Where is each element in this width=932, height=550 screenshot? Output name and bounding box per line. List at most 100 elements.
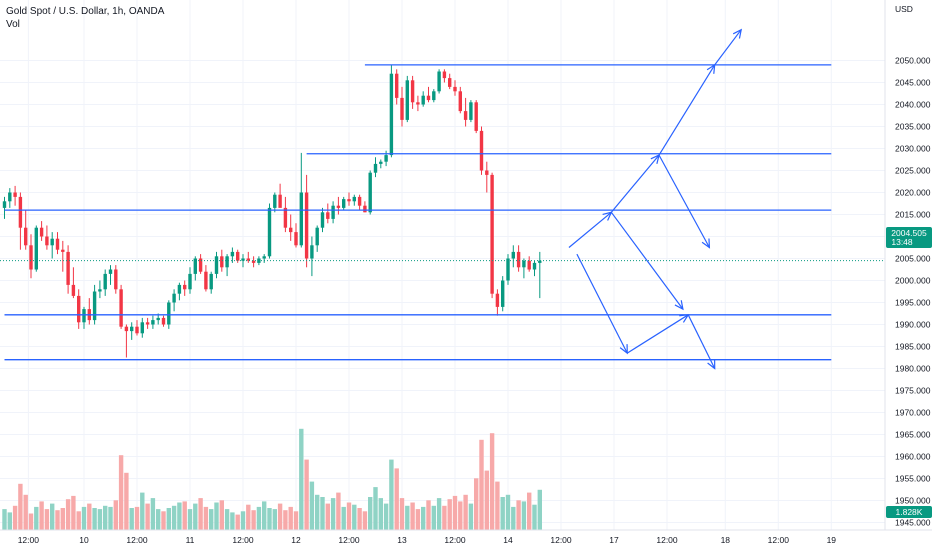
- candle: [490, 172, 494, 299]
- candle: [299, 152, 303, 248]
- arrow-head: [679, 314, 690, 323]
- candle: [230, 247, 235, 263]
- volume-bar: [235, 514, 240, 530]
- volume-bar: [447, 499, 452, 530]
- candle: [283, 196, 288, 233]
- candle: [511, 245, 515, 268]
- candle: [71, 267, 76, 299]
- volume-bar: [405, 505, 410, 530]
- volume-bar: [156, 509, 161, 530]
- x-tick-label: 12:00: [768, 535, 790, 545]
- volume-bar: [399, 498, 405, 530]
- projection-arrow[interactable]: [610, 154, 660, 213]
- candle: [331, 201, 335, 224]
- candle: [485, 161, 489, 193]
- candle: [479, 126, 484, 175]
- candle-body: [400, 97, 404, 120]
- volume-bar: [468, 503, 474, 530]
- candle-body: [24, 227, 28, 246]
- candle: [310, 236, 314, 277]
- price-badge-price: 2004.505: [891, 228, 927, 238]
- volume-bar: [272, 509, 277, 530]
- currency-label: USD: [895, 4, 913, 14]
- arrow-head: [707, 359, 716, 370]
- volume-badge-value: 1.828K: [896, 507, 923, 517]
- arrow-line: [626, 314, 689, 354]
- candle-body: [336, 205, 341, 208]
- candle-body: [18, 196, 23, 228]
- projection-arrow[interactable]: [568, 211, 613, 248]
- volume-bars: [2, 428, 542, 530]
- projection-arrow[interactable]: [626, 314, 690, 354]
- y-tick-label: 2030.000: [895, 144, 931, 154]
- price-axis[interactable]: 1945.000 1950.000 1955.000 1960.000 1965.000…: [884, 0, 931, 530]
- candle: [50, 232, 54, 259]
- y-tick-label: 2020.000: [895, 188, 931, 198]
- candle: [39, 221, 44, 241]
- volume-bar: [150, 498, 156, 530]
- candle-body: [437, 71, 441, 92]
- volume-bar: [309, 481, 315, 530]
- volume-bar: [118, 455, 124, 530]
- x-tick-label: 14: [503, 535, 513, 545]
- price-badge-background: [886, 227, 932, 248]
- y-tick-label: 2035.000: [895, 122, 931, 132]
- candle: [315, 225, 319, 252]
- volume-bar: [7, 512, 12, 530]
- price-badge: 2004.505 13:48: [886, 227, 932, 248]
- volume-bar: [97, 509, 103, 530]
- projection-arrow[interactable]: [687, 314, 716, 370]
- arrow-line: [576, 253, 628, 354]
- y-tick-label: 1980.000: [895, 364, 931, 374]
- candle-body: [140, 322, 144, 334]
- volume-bar: [293, 511, 299, 530]
- candle: [453, 80, 457, 96]
- candle: [267, 203, 272, 259]
- y-tick-label: 1970.000: [895, 408, 931, 418]
- candle-body: [416, 102, 420, 105]
- arrow-head: [732, 28, 743, 39]
- candle: [55, 232, 60, 255]
- candle: [61, 240, 65, 272]
- volume-bar: [383, 503, 389, 530]
- projection-arrow[interactable]: [576, 253, 628, 355]
- arrow-line: [658, 64, 716, 156]
- candle: [501, 276, 505, 312]
- x-tick-label: 17: [609, 535, 619, 545]
- volume-bar: [489, 433, 495, 530]
- volume-bar: [389, 459, 394, 530]
- trend-drawings[interactable]: [4, 28, 832, 370]
- candle-body: [130, 326, 134, 332]
- candle: [289, 214, 293, 241]
- projection-arrow[interactable]: [714, 28, 743, 66]
- arrow-line: [610, 154, 660, 213]
- volume-indicator-label[interactable]: Vol: [6, 19, 20, 30]
- time-axis[interactable]: 12:00 10 12:00 11 12:00 12 12:00 13 12:00 14 12:00…: [0, 529, 932, 545]
- projection-arrow[interactable]: [610, 211, 684, 311]
- candle-body: [331, 205, 335, 219]
- candle-body: [522, 260, 526, 268]
- candle-body: [373, 163, 378, 173]
- symbol-title[interactable]: Gold Spot / U.S. Dollar, 1h, OANDA: [6, 6, 165, 17]
- candle: [119, 284, 123, 329]
- candle-body: [135, 326, 139, 334]
- y-tick-label: 2040.000: [895, 100, 931, 110]
- volume-bar: [23, 494, 28, 530]
- candle: [527, 256, 531, 272]
- candle: [8, 188, 12, 208]
- price-badge-countdown: 13:48: [891, 237, 913, 247]
- volume-bar: [426, 500, 431, 530]
- projection-arrow[interactable]: [658, 154, 711, 249]
- candle-body: [283, 207, 288, 228]
- x-tick-label: 12:00: [18, 535, 40, 545]
- candle-body: [151, 320, 155, 325]
- volume-bar: [28, 513, 34, 530]
- candle: [278, 183, 282, 208]
- candle-body: [442, 71, 447, 79]
- candle: [92, 284, 97, 325]
- x-tick-label: 12:00: [338, 535, 360, 545]
- candle: [495, 289, 500, 316]
- chart-legend[interactable]: Gold Spot / U.S. Dollar, 1h, OANDA Vol: [6, 5, 164, 31]
- candle: [13, 185, 17, 206]
